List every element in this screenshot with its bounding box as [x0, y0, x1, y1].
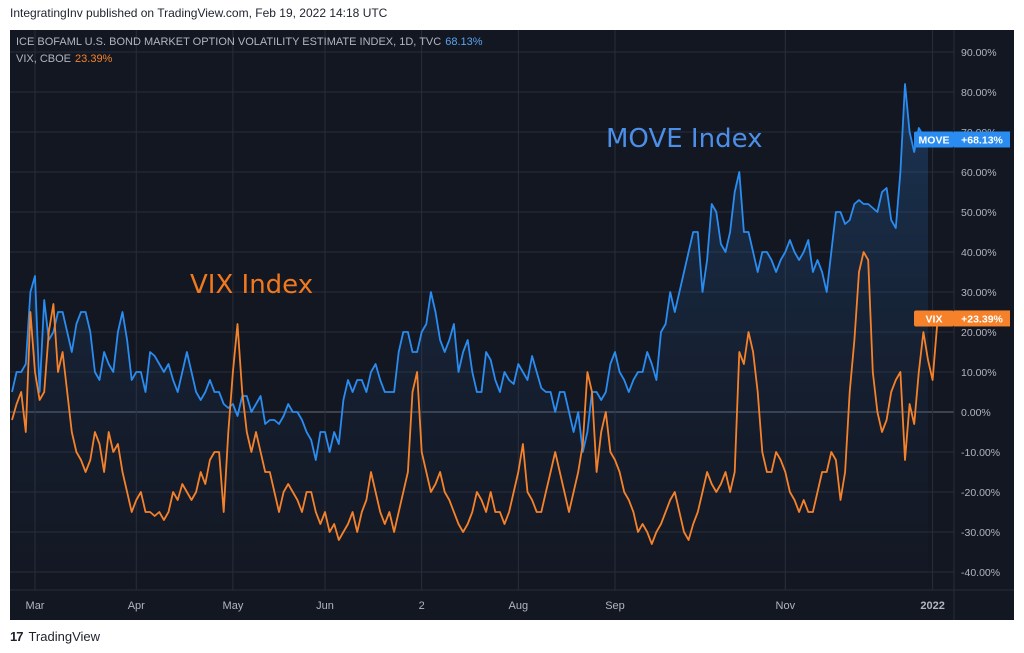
vix-annotation: VIX Index: [190, 270, 314, 300]
series-line-vix: [11, 251, 943, 545]
legend-move[interactable]: ICE BOFAML U.S. BOND MARKET OPTION VOLAT…: [16, 34, 483, 51]
badge-series-value: +23.39%: [961, 313, 1003, 325]
tradingview-logo-icon[interactable]: 17: [10, 628, 24, 644]
x-tick-label: May: [223, 600, 244, 612]
y-tick-label: -20.00%: [961, 487, 1000, 499]
legend-vix[interactable]: VIX, CBOE 23.39%: [16, 51, 483, 68]
y-tick-label: 0.00%: [961, 407, 991, 419]
y-tick-label: 30.00%: [961, 287, 997, 299]
x-tick-label: Jun: [316, 600, 334, 612]
x-tick-label: 2022: [920, 600, 944, 612]
published-caption: IntegratingInv published on TradingView.…: [10, 6, 388, 20]
series-line-move: [11, 83, 929, 461]
legend-vix-label: VIX, CBOE: [16, 53, 72, 65]
y-tick-label: 80.00%: [961, 87, 997, 99]
y-tick-label: 50.00%: [961, 207, 997, 219]
move-annotation: MOVE Index: [606, 124, 763, 154]
footer-brand[interactable]: TradingView: [28, 628, 101, 644]
legend-move-label: ICE BOFAML U.S. BOND MARKET OPTION VOLAT…: [16, 36, 442, 48]
area-layer: [12, 84, 928, 572]
x-tick-label: Nov: [776, 600, 796, 612]
y-tick-label: -10.00%: [961, 447, 1000, 459]
footer: 17 TradingView: [10, 626, 100, 646]
badge-series-name: MOVE: [919, 134, 950, 146]
last-value-badge-vix: VIX +23.39%: [914, 310, 1010, 327]
x-tick-label: Aug: [509, 600, 529, 612]
y-tick-label: 10.00%: [961, 367, 997, 379]
move-area-fill: [12, 84, 928, 572]
badge-series-value: +68.13%: [961, 134, 1003, 146]
y-tick-label: 20.00%: [961, 327, 997, 339]
x-tick-label: 2: [419, 600, 425, 612]
series-layer: [11, 83, 943, 545]
legend: ICE BOFAML U.S. BOND MARKET OPTION VOLAT…: [16, 34, 483, 68]
legend-vix-value: 23.39%: [75, 53, 113, 65]
y-tick-label: 60.00%: [961, 167, 997, 179]
y-tick-label: -30.00%: [961, 527, 1000, 539]
x-tick-label: Sep: [605, 600, 625, 612]
y-tick-label: -40.00%: [961, 567, 1000, 579]
badge-series-name: VIX: [926, 313, 943, 325]
legend-move-value: 68.13%: [445, 36, 483, 48]
y-tick-label: 40.00%: [961, 247, 997, 259]
x-tick-label: Mar: [26, 600, 45, 612]
x-tick-label: Apr: [128, 600, 145, 612]
last-value-badge-move: MOVE +68.13%: [914, 131, 1010, 148]
badge-layer: MOVE +68.13% VIX +23.39%: [914, 131, 1010, 327]
y-tick-label: 90.00%: [961, 47, 997, 59]
chart-svg: -40.00% -30.00% -20.00% -10.00% 0.00% 10.00% 2…: [10, 30, 1014, 620]
chart-area[interactable]: -40.00% -30.00% -20.00% -10.00% 0.00% 10.00% 2…: [10, 30, 1014, 620]
